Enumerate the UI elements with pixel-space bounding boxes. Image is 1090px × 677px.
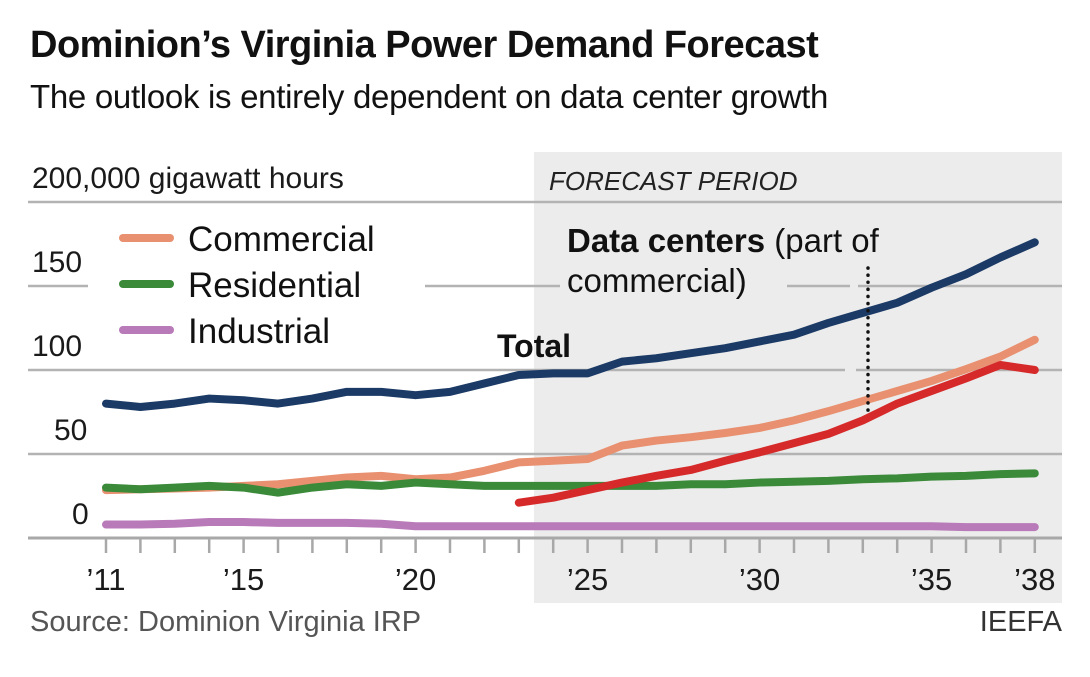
- y-tick-labels: 0 50 100 150 200,000 gigawatt hours: [32, 162, 344, 531]
- chart-subtitle: The outlook is entirely dependent on dat…: [30, 78, 829, 115]
- series-line-total: [102, 238, 1039, 411]
- x-tick-label: ’15: [223, 562, 264, 597]
- y-tick-label: 50: [54, 414, 87, 447]
- y-tick-label: 150: [32, 246, 82, 279]
- gridlines: [28, 200, 1062, 540]
- data-centers-label-note: (part of: [765, 222, 880, 259]
- forecast-period-label: FORECAST PERIOD: [549, 166, 797, 196]
- data-centers-label-line2: commercial): [567, 262, 747, 299]
- series-lines: [102, 238, 1039, 532]
- x-tick-label: ’30: [739, 562, 780, 597]
- legend-label-industrial: Industrial: [188, 312, 330, 351]
- series-line-commercial: [102, 335, 1039, 495]
- data-centers-label: Data centers (part of: [567, 222, 880, 259]
- legend: Commercial Residential Industrial: [119, 220, 375, 351]
- chart-title: Dominion’s Virginia Power Demand Forecas…: [30, 24, 819, 66]
- y-tick-label: 0: [72, 498, 89, 531]
- x-tick-label: ’25: [567, 562, 608, 597]
- y-tick-label: 100: [32, 330, 82, 363]
- series-line-industrial: [102, 518, 1039, 532]
- x-tick-label: ’35: [911, 562, 952, 597]
- legend-label-commercial: Commercial: [188, 220, 375, 259]
- series-line-residential: [102, 469, 1039, 497]
- x-tick-label: ’11: [86, 562, 125, 597]
- series-line-data-centers: [514, 360, 1039, 507]
- data-centers-label-bold: Data centers: [567, 222, 765, 259]
- total-label: Total: [497, 328, 571, 364]
- source-note: Source: Dominion Virginia IRP: [30, 606, 422, 638]
- credit-label: IEEFA: [979, 606, 1062, 638]
- x-tick-label: ’20: [395, 562, 436, 597]
- x-tick-label: ’38: [1014, 562, 1055, 597]
- legend-label-residential: Residential: [188, 266, 361, 305]
- x-axis: ’11 ’15 ’20 ’25 ’30 ’35 ’38: [86, 538, 1055, 597]
- y-tick-label: 200,000 gigawatt hours: [32, 162, 344, 195]
- forecast-period-shade: [534, 152, 1062, 603]
